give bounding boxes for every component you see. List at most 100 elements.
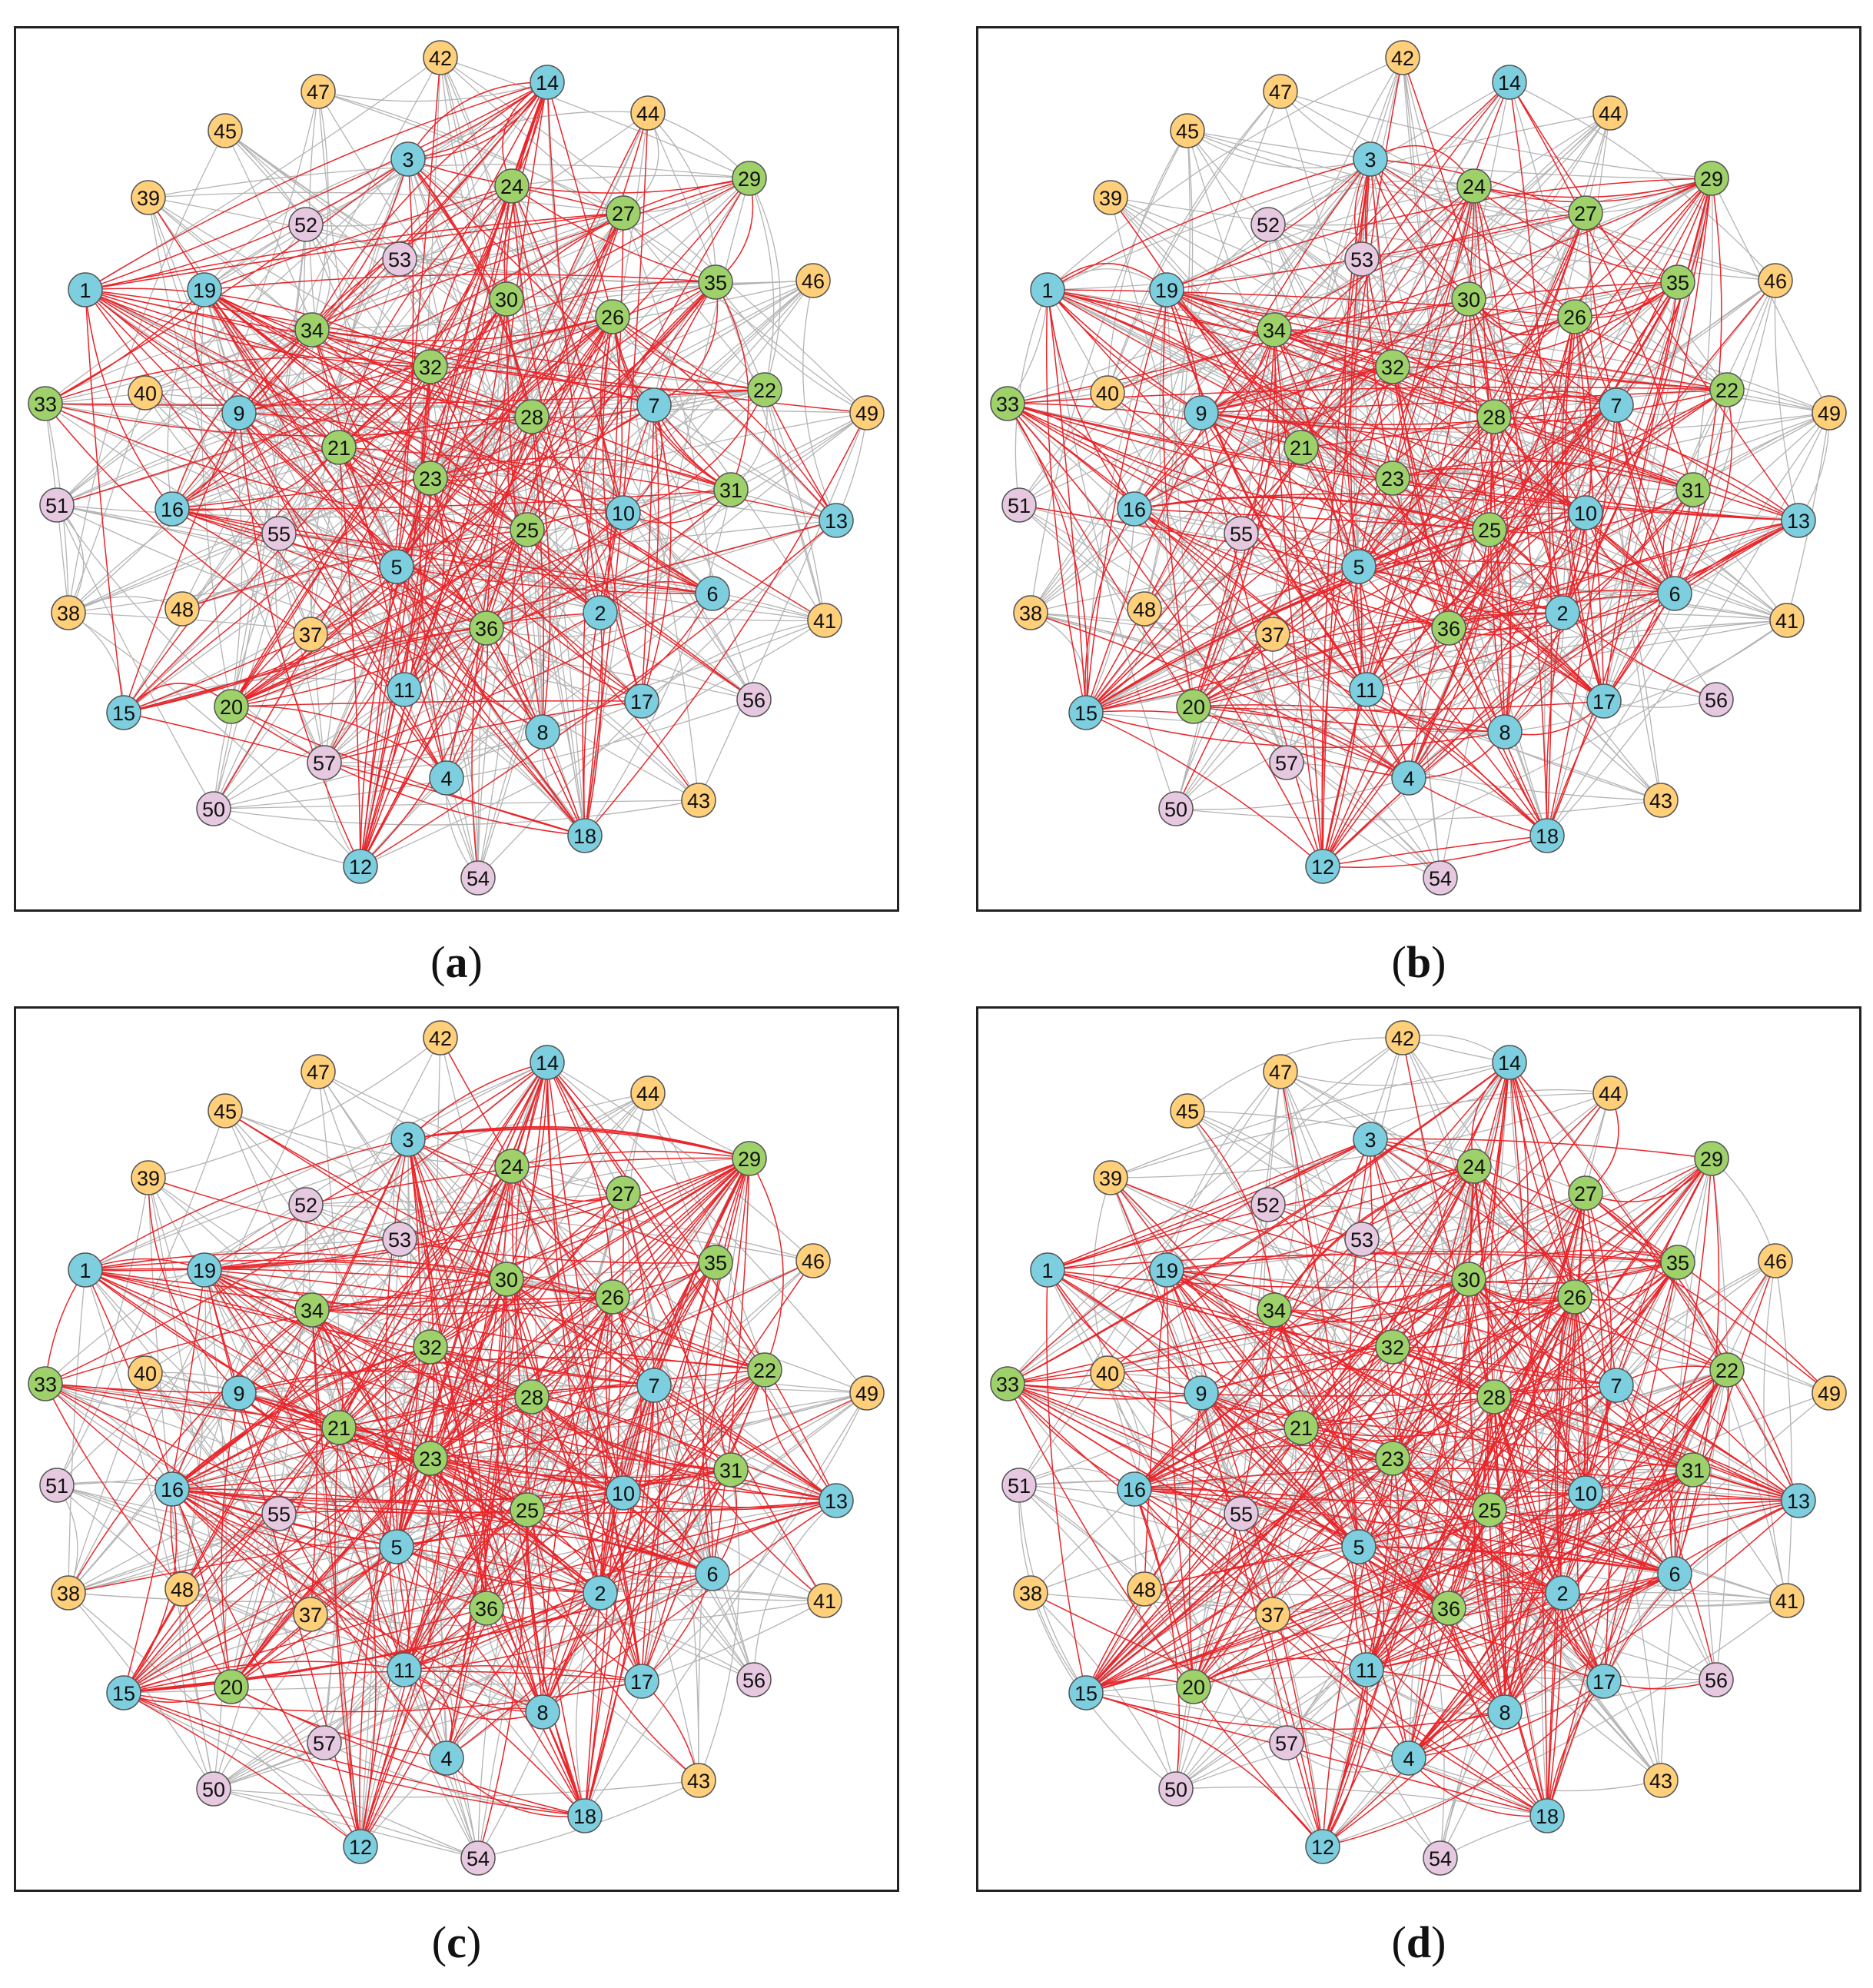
node-circle	[154, 1471, 190, 1507]
edge-gray	[224, 130, 507, 300]
edge-red	[389, 1346, 431, 1671]
edge-red	[446, 1278, 507, 1759]
node-29: 29	[732, 1141, 767, 1176]
edge-gray	[511, 1165, 699, 1781]
edge-red	[1110, 197, 1367, 690]
edge-red	[531, 416, 551, 733]
node-circle	[795, 1243, 831, 1278]
node-circle	[1568, 195, 1603, 231]
node-label: 12	[1311, 856, 1334, 879]
edge-red	[1274, 329, 1675, 594]
node-circle	[1476, 1379, 1512, 1415]
edge-red	[403, 1669, 543, 1713]
edge-gray	[1361, 256, 1576, 317]
node-circle	[1431, 1591, 1466, 1626]
node-label: 47	[1269, 1061, 1292, 1084]
edge-gray	[56, 1177, 149, 1486]
edge-red	[396, 212, 624, 567]
node-1: 1	[68, 272, 103, 308]
node-circle	[1769, 1583, 1805, 1618]
node-circle	[530, 1045, 565, 1080]
node-label: 31	[719, 1459, 742, 1482]
node-57: 57	[1269, 1725, 1304, 1760]
node-label: 41	[1775, 1590, 1798, 1613]
node-label: 7	[1610, 394, 1622, 417]
node-label: 36	[1437, 617, 1460, 640]
node-label: 7	[648, 1375, 659, 1398]
edge-gray	[1030, 612, 1662, 801]
node-label: 18	[573, 1805, 596, 1828]
edge-red	[1574, 178, 1712, 317]
edge-red	[1134, 508, 1490, 530]
node-47: 47	[301, 1054, 336, 1089]
node-2: 2	[583, 595, 618, 630]
edge-red	[1274, 1278, 1470, 1311]
edge-red	[1408, 529, 1490, 779]
node-46: 46	[795, 1243, 831, 1278]
edge-red	[430, 1158, 750, 1459]
edge-gray	[1030, 158, 1371, 613]
edge-red	[171, 447, 340, 511]
node-38: 38	[1013, 1575, 1048, 1611]
node-33: 33	[990, 386, 1025, 421]
node-label: 1	[79, 279, 91, 302]
node-26: 26	[595, 299, 630, 334]
edge-gray	[1166, 289, 1194, 707]
node-circle	[1127, 591, 1162, 627]
node-37: 37	[1255, 1597, 1290, 1632]
node-5: 5	[379, 1529, 414, 1564]
edge-red	[486, 1158, 750, 1609]
edge-gray	[1286, 762, 1441, 879]
node-circle	[1093, 1160, 1128, 1195]
node-circle	[301, 74, 336, 109]
node-label: 49	[1818, 402, 1841, 425]
edge-gray	[1201, 412, 1605, 702]
edge-gray	[311, 91, 329, 331]
node-label: 53	[1350, 248, 1373, 271]
edge-red	[430, 281, 716, 367]
edge-red	[396, 1165, 513, 1548]
edge-gray	[181, 1588, 543, 1713]
node-circle	[1269, 745, 1304, 780]
edge-red	[1493, 1396, 1675, 1574]
node-circle	[1487, 714, 1523, 750]
edge-gray	[546, 81, 643, 702]
edge-red	[612, 1296, 765, 1371]
edge-red	[311, 1158, 750, 1311]
node-circle	[1643, 1763, 1679, 1798]
node-circle	[606, 1475, 641, 1511]
edge-gray	[440, 57, 750, 179]
edge-red	[641, 1158, 750, 1682]
edge-red	[1489, 416, 1506, 733]
edge-gray	[213, 699, 755, 809]
edge-red	[148, 1177, 240, 1394]
edge-red	[238, 412, 447, 779]
edge-red	[1007, 1383, 1605, 1682]
node-circle	[636, 1368, 672, 1403]
node-circle	[494, 168, 530, 204]
edge-gray	[1085, 1158, 1712, 1694]
edge-gray	[1408, 1165, 1475, 1759]
edge-gray	[336, 258, 400, 448]
edge-red	[1134, 366, 1393, 510]
edge-red	[1489, 178, 1712, 530]
edge-gray	[1134, 508, 1274, 635]
edge-gray	[440, 57, 868, 414]
edge-red	[338, 316, 613, 448]
edge-red	[204, 1062, 548, 1271]
edge-red	[1007, 1383, 1450, 1609]
edge-red	[1007, 1383, 1617, 1397]
node-label: 21	[1290, 437, 1313, 460]
node-circle	[747, 372, 782, 407]
edge-red	[1489, 389, 1728, 530]
node-circle	[387, 1652, 422, 1687]
edge-red	[1366, 404, 1617, 690]
edge-red	[1408, 1757, 1548, 1817]
node-circle	[1068, 1675, 1104, 1710]
edge-gray	[201, 289, 232, 707]
node-40: 40	[1090, 375, 1125, 411]
node-label: 45	[214, 120, 237, 143]
edge-red	[1493, 1396, 1799, 1501]
edge-red	[45, 1278, 507, 1385]
node-label: 1	[1041, 279, 1053, 302]
